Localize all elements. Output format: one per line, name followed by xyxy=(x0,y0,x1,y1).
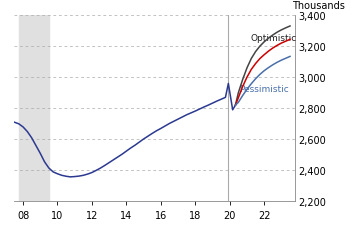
Text: Optimistic: Optimistic xyxy=(251,34,297,43)
Text: Pessimistic: Pessimistic xyxy=(239,84,289,93)
Bar xyxy=(19,16,49,202)
Text: Thousands: Thousands xyxy=(292,0,345,11)
